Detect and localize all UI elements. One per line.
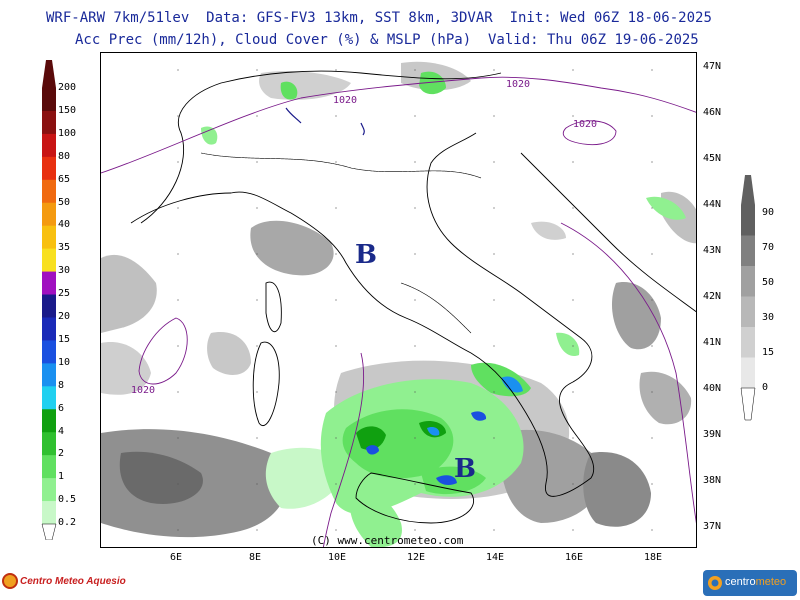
cloud-legend-label: 90 [762, 207, 775, 218]
longitude-label: 12E [407, 552, 426, 563]
precip-legend-swatch [42, 88, 56, 112]
precip-legend-swatch [42, 432, 56, 456]
latitude-label: 44N [703, 199, 722, 210]
precip-legend-label: 30 [58, 265, 71, 277]
longitude-label: 18E [644, 552, 663, 563]
cloud-legend-swatch [741, 357, 755, 389]
precip-legend-swatch [42, 133, 56, 158]
precip-legend-swatch [42, 179, 56, 204]
credit-text: (C) www.centrometeo.com [311, 534, 464, 547]
precip-legend-label: 8 [58, 379, 65, 391]
latitude-label: 37N [703, 521, 722, 532]
cloud-legend-swatch [741, 266, 755, 297]
precip-legend-label: 6 [58, 402, 65, 414]
cloud-legend-label: 15 [762, 347, 775, 358]
precip-legend-swatch [42, 248, 56, 273]
latitude-label: 41N [703, 337, 722, 348]
precip-legend-swatch [42, 501, 56, 525]
cloud-legend-swatch [741, 296, 755, 328]
cloud-legend-label: 0 [762, 382, 769, 393]
precip-colorbar-bottom [41, 523, 57, 540]
longitude-label: 8E [249, 552, 262, 563]
precip-colorbar [41, 60, 57, 540]
precip-legend-swatch [42, 202, 56, 227]
precip-legend-swatch [42, 156, 56, 181]
map-canvas: 1020 1020 1020 1020 B B [101, 53, 696, 547]
longitude-label: 10E [328, 552, 347, 563]
precip-legend-swatch [42, 363, 56, 387]
latitude-label: 38N [703, 475, 722, 486]
precip-legend-swatch [42, 478, 56, 502]
latitude-label: 40N [703, 383, 722, 394]
precip-legend-swatch [42, 317, 56, 341]
precip-legend-label: 100 [58, 127, 77, 139]
latitude-label: 39N [703, 429, 722, 440]
precip-legend-label: 200 [58, 82, 77, 93]
cloud-legend-label: 30 [762, 312, 775, 323]
cloud-legend-label: 70 [762, 242, 775, 253]
precip-legend-swatch [42, 340, 56, 364]
precip-legend-label: 10 [58, 356, 71, 368]
longitude-label: 16E [565, 552, 584, 563]
cloud-legend-swatch [741, 327, 755, 358]
precip-legend-label: 25 [58, 288, 71, 300]
precip-legend-swatch [42, 110, 56, 135]
latitude-label: 46N [703, 107, 722, 118]
cloud-colorbar [740, 175, 756, 421]
precip-legend-label: 2 [58, 448, 65, 460]
latitude-label: 43N [703, 245, 722, 256]
latitude-label: 45N [703, 153, 722, 164]
precip-legend-label: 150 [58, 104, 77, 116]
precip-legend-swatch [42, 271, 56, 296]
precip-legend-swatch [42, 386, 56, 410]
precip-legend-swatch [42, 294, 56, 318]
cloud-legend-swatch [741, 235, 755, 267]
precip-legend-label: 4 [58, 425, 65, 437]
precip-legend-swatch [42, 225, 56, 250]
precip-legend-label: 0.5 [58, 494, 77, 506]
precip-legend-label: 35 [58, 242, 71, 254]
precip-legend-label: 65 [58, 173, 71, 185]
precip-legend-swatch [42, 409, 56, 433]
header-line-1: WRF-ARW 7km/51lev Data: GFS-FV3 13km, SS… [46, 10, 712, 26]
precip-colorbar-top [42, 60, 56, 88]
longitude-label: 14E [486, 552, 505, 563]
weather-map: 1020 1020 1020 1020 B B [100, 52, 697, 548]
centrometeo-logo: centrometeo [703, 570, 797, 596]
cloud-legend-swatch [741, 205, 755, 236]
precip-legend-label: 80 [58, 150, 71, 162]
precip-legend-label: 1 [58, 471, 65, 483]
centro-meteo-aquesio-logo: Centro Meteo Aquesio [2, 570, 132, 594]
latitude-label: 42N [703, 291, 722, 302]
precip-legend-label: 0.2 [58, 517, 77, 529]
precip-legend-swatch [42, 455, 56, 479]
precip-legend-label: 20 [58, 311, 71, 322]
precip-legend-label: 50 [58, 196, 71, 208]
precip-legend-label: 15 [58, 333, 71, 345]
latitude-label: 47N [703, 61, 722, 72]
cloud-legend-label: 50 [762, 277, 775, 288]
header-line-2: Acc Prec (mm/12h), Cloud Cover (%) & MSL… [75, 32, 699, 48]
precip-legend-label: 40 [58, 219, 71, 231]
longitude-label: 6E [170, 552, 183, 563]
